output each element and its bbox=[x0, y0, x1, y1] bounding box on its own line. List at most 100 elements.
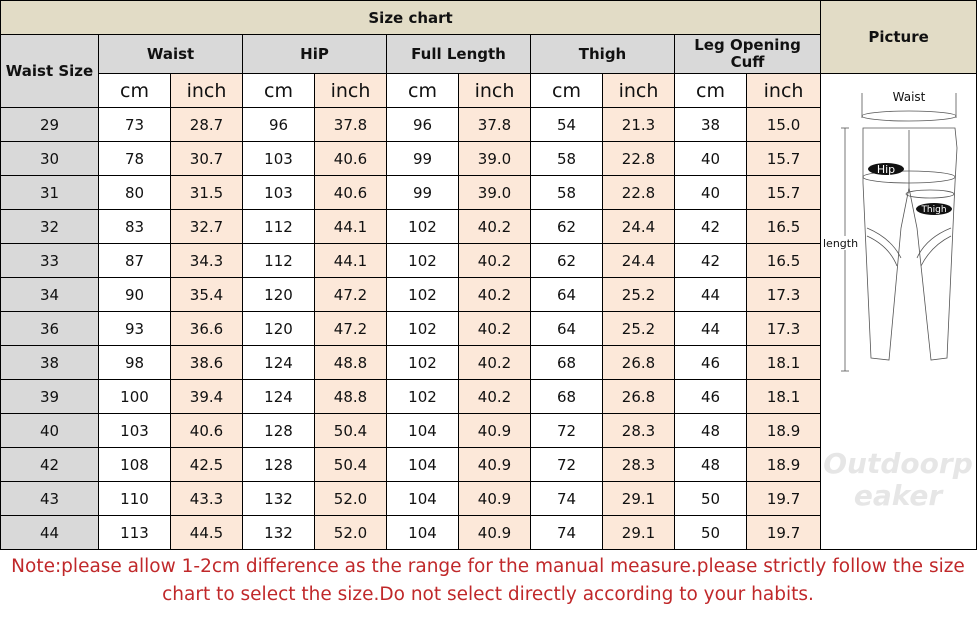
hip-label: Hip bbox=[877, 163, 895, 176]
inch-cell: 44.1 bbox=[314, 209, 387, 244]
inch-cell: 47.2 bbox=[314, 311, 387, 346]
inch-cell: 40.9 bbox=[458, 515, 531, 550]
unit-inch: inch bbox=[458, 73, 531, 108]
cm-cell: 124 bbox=[242, 379, 315, 414]
inch-cell: 16.5 bbox=[745, 209, 822, 244]
thigh-badge bbox=[916, 203, 953, 215]
watermark: Outdoorpeaker bbox=[823, 447, 973, 512]
size-cell: 36 bbox=[0, 311, 99, 346]
cm-cell: 58 bbox=[530, 175, 603, 210]
cm-cell: 104 bbox=[386, 413, 459, 448]
size-cell: 38 bbox=[0, 345, 99, 380]
inch-cell: 15.7 bbox=[745, 141, 822, 176]
inch-cell: 39.4 bbox=[170, 379, 243, 414]
size-cell: 29 bbox=[0, 107, 99, 142]
inch-cell: 32.7 bbox=[170, 209, 243, 244]
inch-cell: 40.9 bbox=[458, 481, 531, 516]
inch-cell: 19.7 bbox=[745, 515, 822, 550]
size-cell: 33 bbox=[0, 243, 99, 278]
picture-header: Picture bbox=[820, 0, 978, 74]
cm-cell: 104 bbox=[386, 515, 459, 550]
inch-cell: 15.0 bbox=[745, 107, 822, 142]
cm-cell: 104 bbox=[386, 447, 459, 482]
cm-cell: 48 bbox=[674, 447, 747, 482]
cm-cell: 42 bbox=[674, 209, 747, 244]
inch-cell: 22.8 bbox=[602, 141, 675, 176]
cm-cell: 96 bbox=[242, 107, 315, 142]
unit-inch: inch bbox=[170, 73, 243, 108]
hip-badge bbox=[868, 163, 905, 175]
inch-cell: 36.6 bbox=[170, 311, 243, 346]
cm-cell: 103 bbox=[98, 413, 171, 448]
inch-cell: 17.3 bbox=[745, 277, 822, 312]
cm-cell: 40 bbox=[674, 141, 747, 176]
group-header-thigh: Thigh bbox=[530, 34, 675, 74]
cm-cell: 87 bbox=[98, 243, 171, 278]
cm-cell: 108 bbox=[98, 447, 171, 482]
cm-cell: 102 bbox=[386, 209, 459, 244]
pants-diagram-cell: Waist Hip Thigh length bbox=[820, 73, 978, 550]
cm-cell: 96 bbox=[386, 107, 459, 142]
table-row: 31 80 31.5 103 40.6 99 39.0 58 22.8 40 15.7 bbox=[0, 175, 977, 210]
inch-cell: 50.4 bbox=[314, 413, 387, 448]
inch-cell: 43.3 bbox=[170, 481, 243, 516]
inch-cell: 15.7 bbox=[745, 175, 822, 210]
cm-cell: 128 bbox=[242, 447, 315, 482]
cm-cell: 99 bbox=[386, 141, 459, 176]
pants-measurement-diagram: Waist Hip Thigh length bbox=[823, 90, 958, 372]
cm-cell: 42 bbox=[674, 243, 747, 278]
inch-cell: 25.2 bbox=[602, 311, 675, 346]
inch-cell: 37.8 bbox=[458, 107, 531, 142]
unit-cm: cm bbox=[674, 73, 747, 108]
cm-cell: 50 bbox=[674, 515, 747, 550]
unit-cm: cm bbox=[386, 73, 459, 108]
size-cell: 30 bbox=[0, 141, 99, 176]
cm-cell: 83 bbox=[98, 209, 171, 244]
inch-cell: 40.9 bbox=[458, 413, 531, 448]
inch-cell: 17.3 bbox=[745, 311, 822, 346]
cm-cell: 102 bbox=[386, 345, 459, 380]
cm-cell: 124 bbox=[242, 345, 315, 380]
table-row: 40 103 40.6 128 50.4 104 40.9 72 28.3 48 18.9 bbox=[0, 413, 977, 448]
note-text: Note:please allow 1-2cm difference as th… bbox=[11, 556, 965, 605]
cm-cell: 102 bbox=[386, 379, 459, 414]
inch-cell: 40.2 bbox=[458, 277, 531, 312]
table-row: 30 78 30.7 103 40.6 99 39.0 58 22.8 40 15.7 bbox=[0, 141, 977, 176]
cm-cell: 113 bbox=[98, 515, 171, 550]
cm-cell: 48 bbox=[674, 413, 747, 448]
inch-cell: 22.8 bbox=[602, 175, 675, 210]
inch-cell: 40.6 bbox=[314, 141, 387, 176]
cm-cell: 64 bbox=[530, 311, 603, 346]
inch-cell: 40.2 bbox=[458, 311, 531, 346]
inch-cell: 48.8 bbox=[314, 379, 387, 414]
inch-cell: 37.8 bbox=[314, 107, 387, 142]
inch-cell: 35.4 bbox=[170, 277, 243, 312]
cm-cell: 98 bbox=[98, 345, 171, 380]
cm-cell: 80 bbox=[98, 175, 171, 210]
cm-cell: 64 bbox=[530, 277, 603, 312]
waist-label: Waist bbox=[893, 90, 926, 104]
inch-cell: 29.1 bbox=[602, 515, 675, 550]
unit-inch: inch bbox=[602, 73, 675, 108]
inch-cell: 30.7 bbox=[170, 141, 243, 176]
table-row: 42 108 42.5 128 50.4 104 40.9 72 28.3 48 18.9 bbox=[0, 447, 977, 482]
inch-cell: 31.5 bbox=[170, 175, 243, 210]
length-label: length bbox=[823, 237, 858, 250]
inch-cell: 18.9 bbox=[745, 413, 822, 448]
cm-cell: 132 bbox=[242, 481, 315, 516]
inch-cell: 34.3 bbox=[170, 243, 243, 278]
inch-cell: 40.2 bbox=[458, 243, 531, 278]
size-cell: 44 bbox=[0, 515, 99, 550]
group-header-full-length: Full Length bbox=[386, 34, 531, 74]
table-row: 38 98 38.6 124 48.8 102 40.2 68 26.8 46 18.1 bbox=[0, 345, 977, 380]
inch-cell: 42.5 bbox=[170, 447, 243, 482]
inch-cell: 47.2 bbox=[314, 277, 387, 312]
inch-cell: 24.4 bbox=[602, 209, 675, 244]
inch-cell: 52.0 bbox=[314, 481, 387, 516]
cm-cell: 44 bbox=[674, 277, 747, 312]
size-cell: 43 bbox=[0, 481, 99, 516]
group-header-leg-opening-cuff: Leg Opening Cuff bbox=[673, 34, 822, 74]
cm-cell: 102 bbox=[386, 277, 459, 312]
cm-cell: 102 bbox=[386, 243, 459, 278]
size-chart-table: Size chart Picture Waist Size Waist HiP … bbox=[0, 0, 978, 550]
